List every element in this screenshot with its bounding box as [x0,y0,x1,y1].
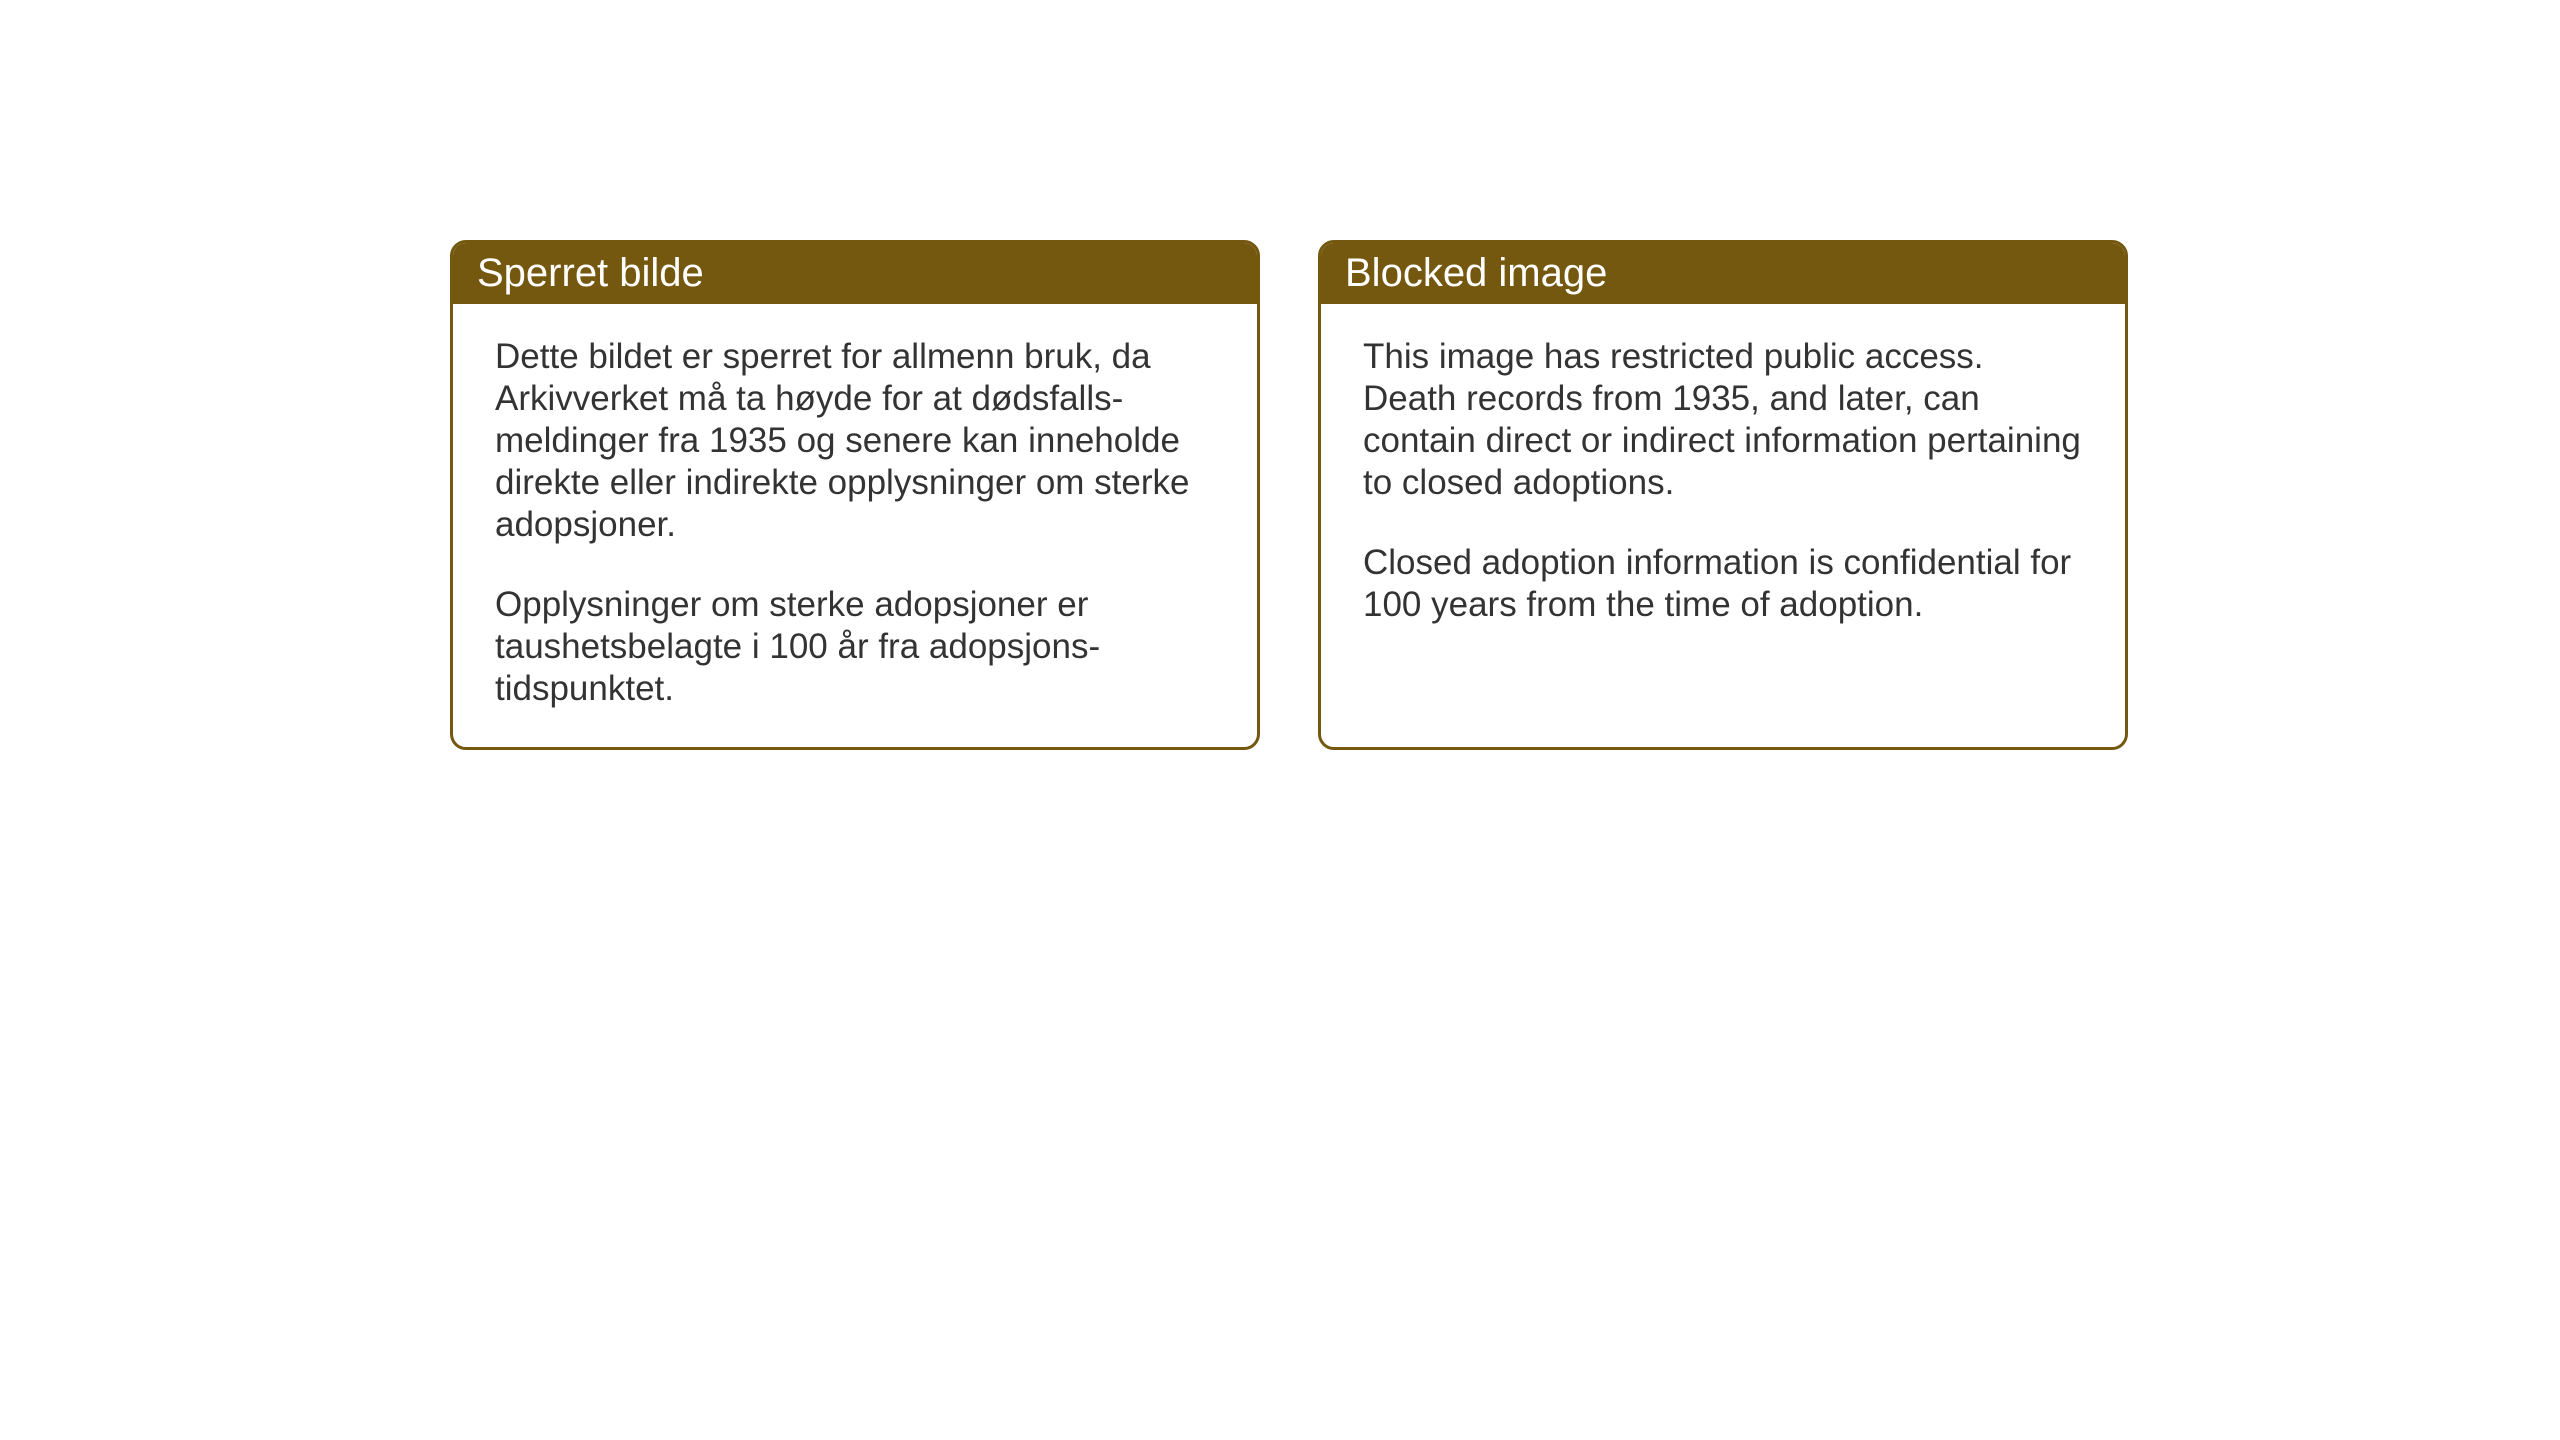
norwegian-notice-card: Sperret bilde Dette bildet er sperret fo… [450,240,1260,750]
english-paragraph-2: Closed adoption information is confident… [1363,542,2083,626]
english-notice-card: Blocked image This image has restricted … [1318,240,2128,750]
norwegian-paragraph-2: Opplysninger om sterke adopsjoner er tau… [495,584,1215,710]
notice-cards-container: Sperret bilde Dette bildet er sperret fo… [450,240,2128,750]
norwegian-card-header: Sperret bilde [453,243,1257,304]
english-card-body: This image has restricted public access.… [1321,304,2125,658]
norwegian-paragraph-1: Dette bildet er sperret for allmenn bruk… [495,336,1215,546]
english-card-header: Blocked image [1321,243,2125,304]
english-card-title: Blocked image [1345,251,1607,295]
english-paragraph-1: This image has restricted public access.… [1363,336,2083,504]
norwegian-card-body: Dette bildet er sperret for allmenn bruk… [453,304,1257,742]
norwegian-card-title: Sperret bilde [477,251,704,295]
